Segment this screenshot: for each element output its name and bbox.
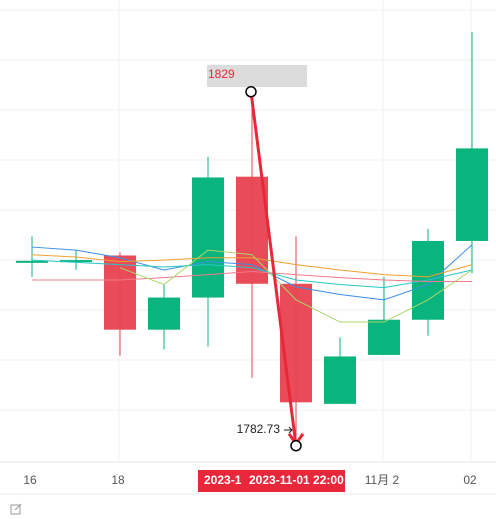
ma-line bbox=[119, 249, 473, 323]
x-tick-label: 18 bbox=[111, 473, 125, 487]
x-tick-label: 16 bbox=[23, 473, 37, 487]
x-tick-label: 11月 2 bbox=[365, 473, 400, 487]
candle-body bbox=[324, 356, 356, 404]
edit-icon[interactable] bbox=[10, 503, 22, 515]
ma-line bbox=[32, 271, 472, 282]
candle-body bbox=[60, 260, 92, 263]
handle bbox=[245, 86, 257, 98]
trend-line bbox=[249, 91, 298, 446]
crosshair-label: 2023-11-01 22:00 bbox=[249, 473, 344, 487]
ma-line bbox=[31, 244, 473, 301]
price-label-bg bbox=[207, 65, 307, 87]
low-label: 1782.73 bbox=[237, 422, 281, 436]
handle bbox=[290, 439, 302, 452]
x-tick-label: 02 bbox=[463, 473, 477, 487]
ma-line bbox=[31, 259, 473, 289]
plot: 16 18 11月 2 02 2023-1 2023-11-01 22:00 1829 178… bbox=[16, 32, 488, 492]
candle-body bbox=[368, 319, 400, 355]
candle-body bbox=[280, 283, 312, 403]
candle-body bbox=[148, 297, 180, 330]
low-arrow bbox=[284, 426, 293, 434]
ma-line bbox=[31, 254, 473, 278]
candle-body bbox=[104, 255, 136, 330]
crosshair-label-bg bbox=[198, 470, 345, 492]
price-label: 1829 bbox=[208, 67, 235, 81]
candle-body bbox=[456, 148, 488, 241]
candle-body bbox=[192, 177, 224, 298]
candle-body bbox=[16, 260, 48, 263]
crosshair-label: 2023-1 bbox=[204, 473, 242, 487]
